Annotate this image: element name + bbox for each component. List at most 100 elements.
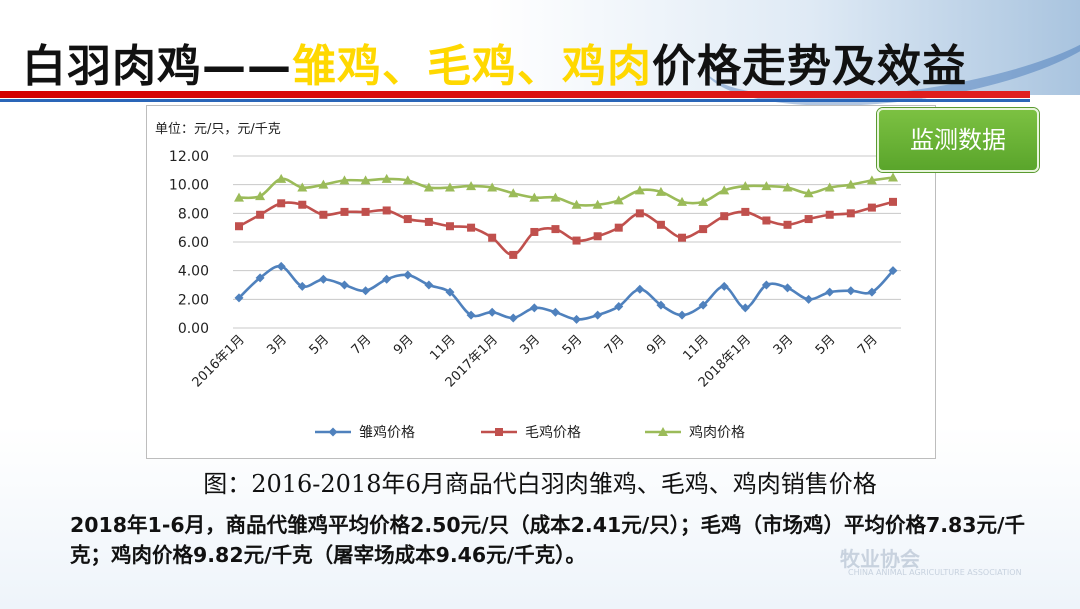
data-point-series-1	[424, 280, 434, 290]
x-tick-label: 2016年1月	[190, 332, 248, 390]
y-tick-label: 2.00	[178, 292, 209, 308]
y-tick-label: 0.00	[178, 321, 209, 337]
data-point-series-2	[424, 217, 433, 226]
data-point-series-1	[740, 303, 750, 313]
x-tick-label: 5月	[307, 332, 333, 358]
data-point-series-2	[445, 222, 454, 231]
data-point-series-3	[444, 182, 455, 192]
data-point-series-2	[403, 215, 412, 224]
data-point-series-2	[319, 210, 328, 219]
data-point-series-2	[762, 216, 771, 225]
chart-unit-label: 单位：元/只，元/千克	[155, 122, 281, 137]
y-tick-label: 8.00	[178, 206, 209, 222]
x-tick-label: 5月	[813, 332, 839, 358]
data-point-series-1	[635, 284, 645, 294]
data-point-series-3	[276, 173, 287, 183]
data-point-series-1	[487, 307, 497, 317]
data-point-series-1	[614, 302, 624, 311]
data-point-series-1	[825, 287, 835, 297]
data-point-series-1	[508, 313, 518, 323]
data-point-series-2	[256, 210, 265, 219]
x-tick-label: 3月	[264, 332, 290, 358]
series-line-1	[238, 264, 894, 321]
data-point-series-2	[678, 233, 687, 242]
x-tick-label: 9月	[391, 332, 417, 358]
legend-marker	[495, 428, 503, 436]
data-point-series-2	[593, 232, 602, 241]
x-tick-label: 11月	[427, 332, 458, 363]
data-point-series-3	[297, 182, 308, 192]
data-point-series-2	[614, 223, 623, 232]
x-tick-label: 7月	[855, 332, 881, 358]
x-tick-label: 9月	[644, 332, 670, 358]
data-point-series-1	[550, 307, 560, 317]
data-point-series-1	[403, 270, 413, 280]
data-point-series-3	[761, 181, 772, 191]
data-point-series-3	[698, 196, 709, 206]
data-point-series-1	[297, 281, 307, 291]
data-point-series-2	[656, 220, 665, 229]
y-tick-label: 12.00	[169, 149, 209, 165]
data-point-series-3	[592, 199, 603, 209]
legend-label: 雏鸡价格	[359, 424, 415, 441]
data-point-series-2	[298, 200, 307, 209]
data-point-series-1	[783, 283, 793, 293]
data-point-series-3	[655, 186, 666, 196]
data-point-series-2	[804, 215, 813, 224]
data-point-series-1	[445, 287, 455, 297]
legend-label: 鸡肉价格	[689, 424, 745, 441]
data-point-series-2	[825, 210, 834, 219]
data-point-series-1	[234, 293, 244, 303]
data-point-series-1	[867, 287, 877, 297]
data-point-series-1	[339, 280, 349, 290]
data-point-series-2	[467, 223, 476, 232]
data-point-series-3	[423, 182, 434, 192]
y-tick-label: 6.00	[178, 235, 209, 251]
chart-caption: 图：2016-2018年6月商品代白羽肉雏鸡、毛鸡、鸡肉销售价格	[203, 470, 877, 498]
series-line-2	[238, 200, 894, 257]
series-line-3	[238, 176, 894, 207]
data-point-series-3	[550, 192, 561, 202]
x-tick-label: 11月	[680, 332, 711, 363]
data-point-series-3	[866, 175, 877, 185]
data-point-series-2	[361, 207, 370, 216]
y-tick-label: 10.00	[169, 178, 209, 194]
watermark-logo-text: 牧业协会	[840, 547, 920, 571]
data-point-series-3	[824, 182, 835, 192]
data-point-series-2	[699, 225, 708, 234]
data-point-series-1	[593, 310, 603, 320]
data-point-series-2	[488, 233, 497, 242]
data-point-series-1	[804, 294, 814, 304]
data-point-series-3	[360, 175, 371, 185]
title-underline-blue	[0, 99, 1030, 102]
x-tick-label: 7月	[602, 332, 628, 358]
data-point-series-3	[845, 179, 856, 189]
slide-title: 白羽肉鸡——雏鸡、毛鸡、鸡肉价格走势及效益	[22, 30, 967, 94]
data-point-series-2	[551, 225, 560, 234]
data-point-series-2	[235, 222, 243, 231]
data-point-series-3	[339, 175, 350, 185]
data-point-series-1	[361, 286, 371, 296]
summary-note: 2018年1-6月，商品代雏鸡平均价格2.50元/只（成本2.41元/只）；毛鸡…	[70, 513, 1026, 567]
data-point-series-3	[529, 192, 540, 202]
data-point-series-3	[255, 191, 266, 201]
data-point-series-3	[318, 179, 329, 189]
data-point-series-2	[340, 207, 349, 216]
data-point-series-3	[508, 188, 519, 198]
data-point-series-1	[572, 314, 582, 324]
data-point-series-2	[720, 212, 729, 221]
data-point-series-2	[277, 199, 286, 208]
header-band	[0, 0, 1080, 129]
data-point-series-1	[276, 261, 286, 271]
data-point-series-2	[382, 206, 391, 215]
data-point-series-3	[234, 192, 244, 202]
title-part-highlight: 雏鸡、毛鸡、鸡肉	[292, 41, 652, 92]
y-tick-label: 4.00	[178, 264, 209, 280]
watermark-logo-subtext: CHINA ANIMAL AGRICULTURE ASSOCIATION	[848, 568, 1022, 577]
data-point-series-2	[530, 227, 539, 236]
x-tick-label: 3月	[771, 332, 797, 358]
data-point-series-3	[719, 185, 730, 195]
data-point-series-3	[613, 195, 624, 205]
monitoring-data-badge: 监测数据	[877, 108, 1039, 172]
data-point-series-1	[255, 273, 265, 283]
